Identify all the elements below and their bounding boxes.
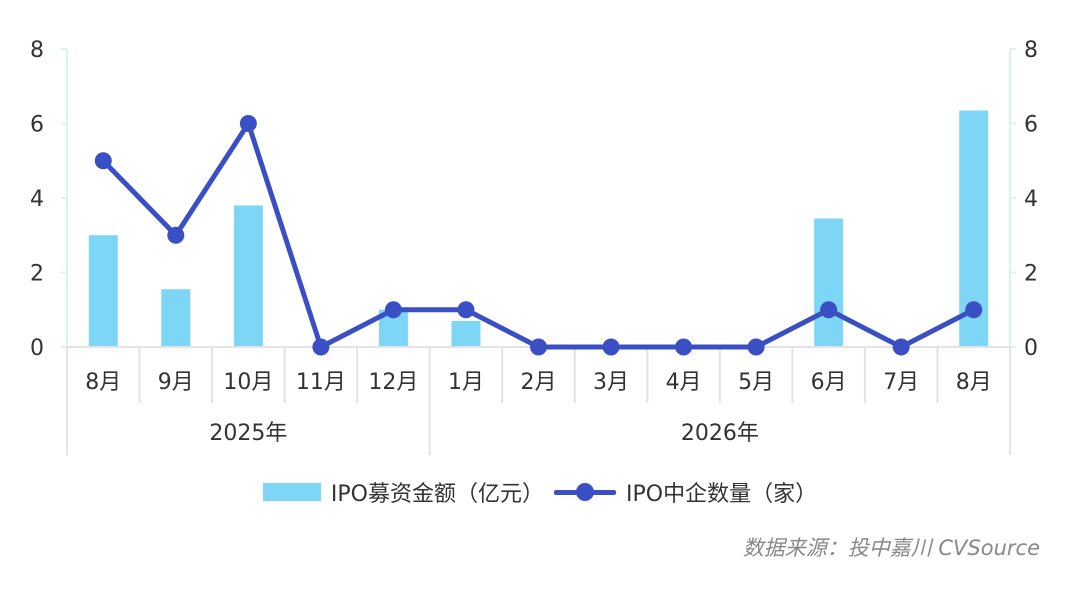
category-label: 5月 <box>738 370 774 395</box>
category-label: 8月 <box>85 370 121 395</box>
right-tick-label: 0 <box>1024 336 1038 361</box>
bar <box>161 289 191 347</box>
category-label: 6月 <box>811 370 847 395</box>
category-label: 11月 <box>296 370 346 395</box>
right-tick-label: 6 <box>1024 113 1038 138</box>
left-tick-label: 6 <box>30 113 44 138</box>
line-point <box>892 338 910 356</box>
line-point <box>167 226 185 244</box>
chart-legend: IPO募资金额（亿元） IPO中企数量（家） <box>0 472 1080 512</box>
category-label: 7月 <box>883 370 919 395</box>
left-tick-label: 8 <box>30 38 44 63</box>
category-label: 10月 <box>223 370 273 395</box>
legend-bar-swatch <box>262 483 321 501</box>
year-group-label: 2025年 <box>209 421 287 446</box>
legend-bar-label: IPO募资金额（亿元） <box>330 482 544 507</box>
category-label: 8月 <box>956 370 992 395</box>
line-point <box>457 301 475 319</box>
line-point <box>965 301 983 319</box>
combo-chart: 0 0 2 2 4 4 6 6 8 8 8月 9月 10月 11月 12月 1月 2月 3月 4月 5月 6月 7月 8月 2… <box>30 38 1038 455</box>
line-point <box>312 338 330 356</box>
line-point <box>820 301 838 319</box>
line-point <box>747 338 765 356</box>
left-tick-label: 0 <box>30 336 44 361</box>
line-point <box>239 115 257 132</box>
category-label: 2月 <box>521 370 557 395</box>
category-label: 9月 <box>158 370 194 395</box>
category-label: 4月 <box>666 370 702 395</box>
category-label: 3月 <box>593 370 629 395</box>
category-label: 12月 <box>368 370 418 395</box>
line-point <box>94 152 112 170</box>
left-tick-label: 4 <box>30 187 44 212</box>
bar <box>88 235 118 347</box>
legend-line-swatch <box>554 483 616 501</box>
year-group-label: 2026年 <box>681 421 759 446</box>
left-tick-label: 2 <box>30 262 44 287</box>
data-source-note: 数据来源：投中嘉川 CVSource <box>742 536 1040 560</box>
legend-line-label: IPO中企数量（家） <box>626 482 818 507</box>
right-tick-label: 2 <box>1024 262 1038 287</box>
line-series <box>101 121 975 350</box>
bar <box>814 218 844 347</box>
right-tick-label: 8 <box>1024 38 1038 63</box>
bar <box>451 320 481 347</box>
bar <box>233 205 263 347</box>
line-point <box>602 338 620 356</box>
line-point <box>384 301 402 319</box>
legend-item-line[interactable]: IPO中企数量（家） <box>554 476 817 508</box>
line-point <box>675 338 693 356</box>
right-tick-label: 4 <box>1024 187 1038 212</box>
line-point <box>530 338 547 356</box>
legend-item-bar[interactable]: IPO募资金额（亿元） <box>262 476 544 508</box>
category-label: 1月 <box>448 370 484 395</box>
